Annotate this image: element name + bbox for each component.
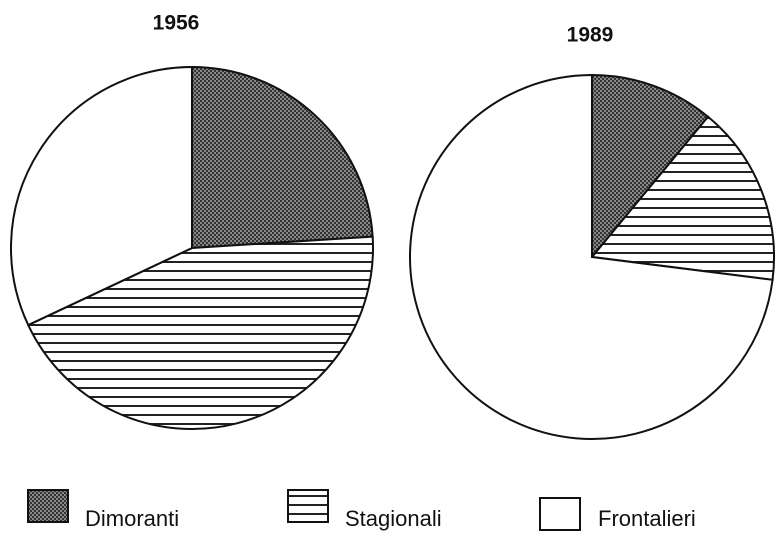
pie-slice <box>591 73 710 260</box>
pie-slice <box>10 65 193 327</box>
legend-label: Frontalieri <box>598 506 696 531</box>
chart-title: 1956 <box>153 12 200 35</box>
legend-swatch <box>287 489 329 523</box>
legend-swatch <box>27 489 69 523</box>
legend-label: Stagionali <box>345 506 442 531</box>
pie-slice <box>590 115 775 281</box>
pie-slice <box>409 73 774 440</box>
chart-title: 1989 <box>567 24 614 47</box>
legend-swatch <box>539 497 581 531</box>
legend-label: Dimoranti <box>85 506 179 531</box>
pie-slice <box>191 65 374 250</box>
